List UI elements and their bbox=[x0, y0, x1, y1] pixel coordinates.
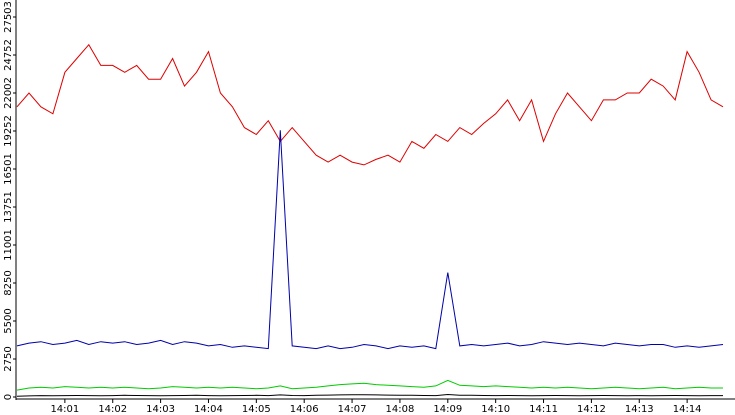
y-tick-label: 19252 bbox=[3, 115, 14, 147]
x-tick-label: 14:07 bbox=[338, 404, 367, 415]
x-tick-label: 14:11 bbox=[529, 404, 558, 415]
y-tick-label: 2750 bbox=[3, 346, 14, 371]
y-tick-label: 22002 bbox=[3, 77, 14, 109]
x-tick-label: 14:13 bbox=[625, 404, 654, 415]
series-line bbox=[16, 43, 724, 166]
x-tick-label: 14:03 bbox=[146, 404, 175, 415]
x-tick-label: 14:01 bbox=[50, 404, 79, 415]
y-tick-label: 16501 bbox=[3, 153, 14, 185]
y-tick-label: 13751 bbox=[3, 191, 14, 223]
y-tick-label: 0 bbox=[3, 394, 14, 400]
y-tick-label: 8250 bbox=[3, 270, 14, 295]
y-tick-label: 5500 bbox=[3, 308, 14, 333]
x-tick-label: 14:02 bbox=[98, 404, 127, 415]
x-tick-label: 14:04 bbox=[194, 404, 223, 415]
x-tick-label: 14:08 bbox=[386, 404, 415, 415]
y-tick-label: 27503 bbox=[3, 1, 14, 33]
x-tick-label: 14:09 bbox=[433, 404, 462, 415]
x-tick-label: 14:05 bbox=[242, 404, 271, 415]
series-line bbox=[16, 393, 723, 397]
y-tick-label: 11001 bbox=[3, 229, 14, 261]
x-tick-label: 14:06 bbox=[290, 404, 319, 415]
series-line bbox=[16, 379, 723, 391]
y-tick-label: 24752 bbox=[3, 39, 14, 71]
x-tick-label: 14:14 bbox=[673, 404, 702, 415]
series-line bbox=[16, 130, 724, 350]
x-tick-label: 14:10 bbox=[481, 404, 510, 415]
x-tick-label: 14:12 bbox=[577, 404, 606, 415]
